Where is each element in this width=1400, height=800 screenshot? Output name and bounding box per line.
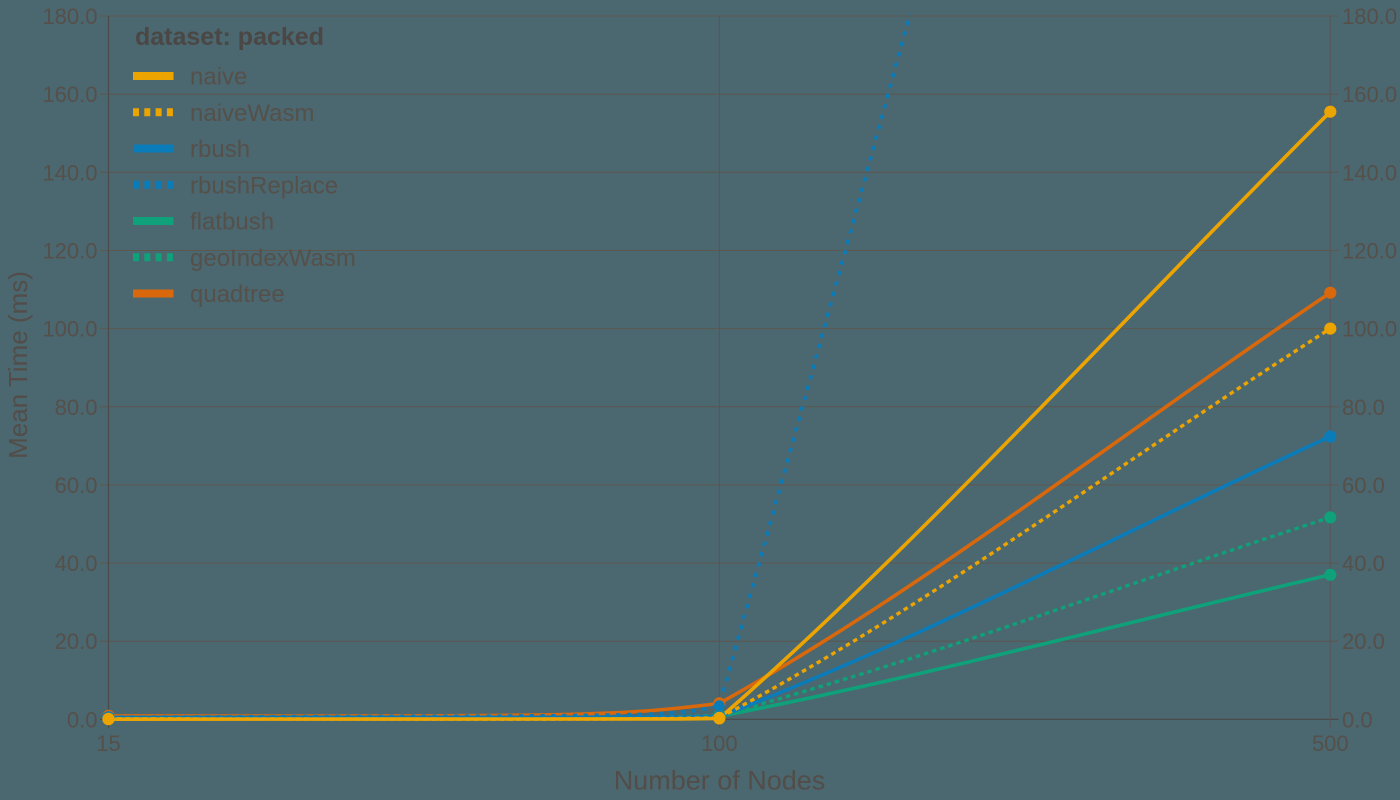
svg-text:0.0: 0.0 — [67, 707, 98, 732]
svg-text:80.0: 80.0 — [1342, 395, 1385, 420]
svg-text:40.0: 40.0 — [1342, 551, 1385, 576]
svg-text:180.0: 180.0 — [1342, 4, 1397, 29]
svg-text:20.0: 20.0 — [1342, 629, 1385, 654]
svg-text:140.0: 140.0 — [1342, 160, 1397, 185]
svg-text:dataset: packed: dataset: packed — [135, 23, 324, 51]
svg-text:Mean Time (ms): Mean Time (ms) — [3, 271, 33, 459]
svg-text:15: 15 — [96, 731, 120, 756]
svg-text:rbush: rbush — [190, 136, 250, 163]
svg-text:40.0: 40.0 — [55, 551, 98, 576]
svg-text:120.0: 120.0 — [1342, 239, 1397, 264]
svg-text:60.0: 60.0 — [55, 473, 98, 498]
svg-text:160.0: 160.0 — [1342, 82, 1397, 107]
svg-text:180.0: 180.0 — [42, 4, 97, 29]
svg-text:Number of Nodes: Number of Nodes — [614, 766, 826, 796]
svg-text:rbushReplace: rbushReplace — [190, 172, 338, 199]
svg-text:0.0: 0.0 — [1342, 707, 1373, 732]
svg-text:500: 500 — [1312, 731, 1349, 756]
svg-text:80.0: 80.0 — [55, 395, 98, 420]
svg-text:20.0: 20.0 — [55, 629, 98, 654]
svg-text:flatbush: flatbush — [190, 209, 274, 236]
svg-text:60.0: 60.0 — [1342, 473, 1385, 498]
svg-text:100: 100 — [701, 731, 738, 756]
svg-text:160.0: 160.0 — [42, 82, 97, 107]
svg-text:naive: naive — [190, 64, 247, 91]
svg-text:quadtree: quadtree — [190, 281, 285, 308]
svg-text:100.0: 100.0 — [1342, 317, 1397, 342]
svg-text:100.0: 100.0 — [42, 317, 97, 342]
svg-text:120.0: 120.0 — [42, 239, 97, 264]
svg-text:geoIndexWasm: geoIndexWasm — [190, 245, 356, 272]
svg-text:140.0: 140.0 — [42, 160, 97, 185]
svg-text:naiveWasm: naiveWasm — [190, 100, 314, 127]
